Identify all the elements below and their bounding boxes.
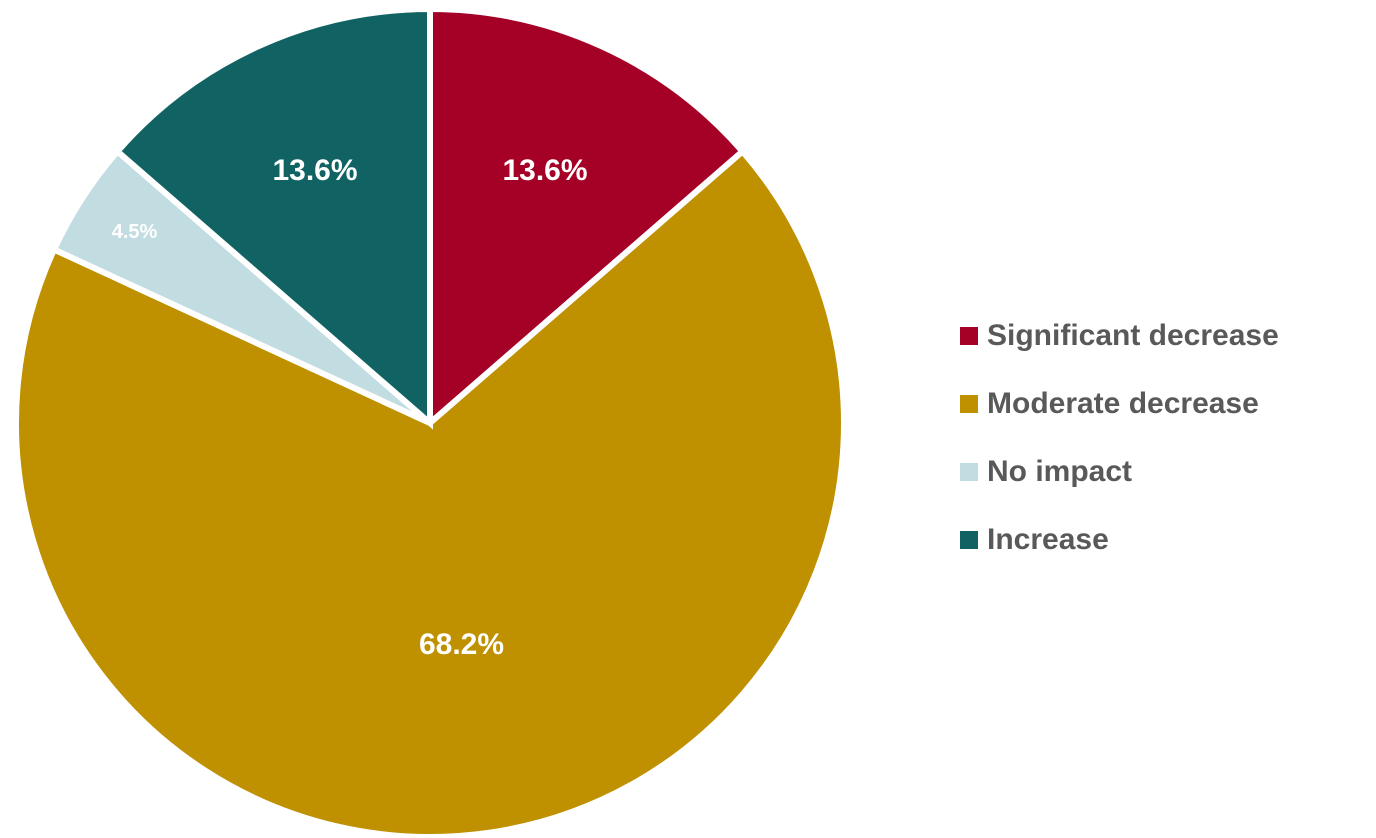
- legend-label-significant-decrease: Significant decrease: [987, 319, 1279, 352]
- pie-slice-significant-decrease: [427, 5, 747, 430]
- data-label-increase: 13.6%: [272, 154, 357, 187]
- data-label-significant-decrease: 13.6%: [502, 154, 587, 187]
- legend-item-increase: Increase: [960, 506, 1279, 574]
- legend-item-no-impact: No impact: [960, 438, 1279, 506]
- chart-legend: Significant decrease Moderate decrease N…: [960, 302, 1279, 574]
- legend-swatch-moderate-decrease: [960, 395, 978, 413]
- legend-swatch-significant-decrease: [960, 327, 978, 345]
- pie-data-labels: 13.6% 68.2% 4.5% 13.6%: [112, 154, 588, 661]
- legend-item-significant-decrease: Significant decrease: [960, 302, 1279, 370]
- pie-slices: [13, 5, 847, 838]
- pie-slice-moderate-decrease: [13, 147, 847, 838]
- legend-label-increase: Increase: [987, 523, 1109, 556]
- data-label-moderate-decrease: 68.2%: [419, 628, 504, 661]
- legend-label-moderate-decrease: Moderate decrease: [987, 387, 1259, 420]
- legend-swatch-increase: [960, 531, 978, 549]
- data-label-no-impact: 4.5%: [112, 221, 158, 243]
- legend-swatch-no-impact: [960, 463, 978, 481]
- legend-label-no-impact: No impact: [987, 455, 1133, 488]
- pie-slice-increase: [113, 5, 433, 430]
- legend-item-moderate-decrease: Moderate decrease: [960, 370, 1279, 438]
